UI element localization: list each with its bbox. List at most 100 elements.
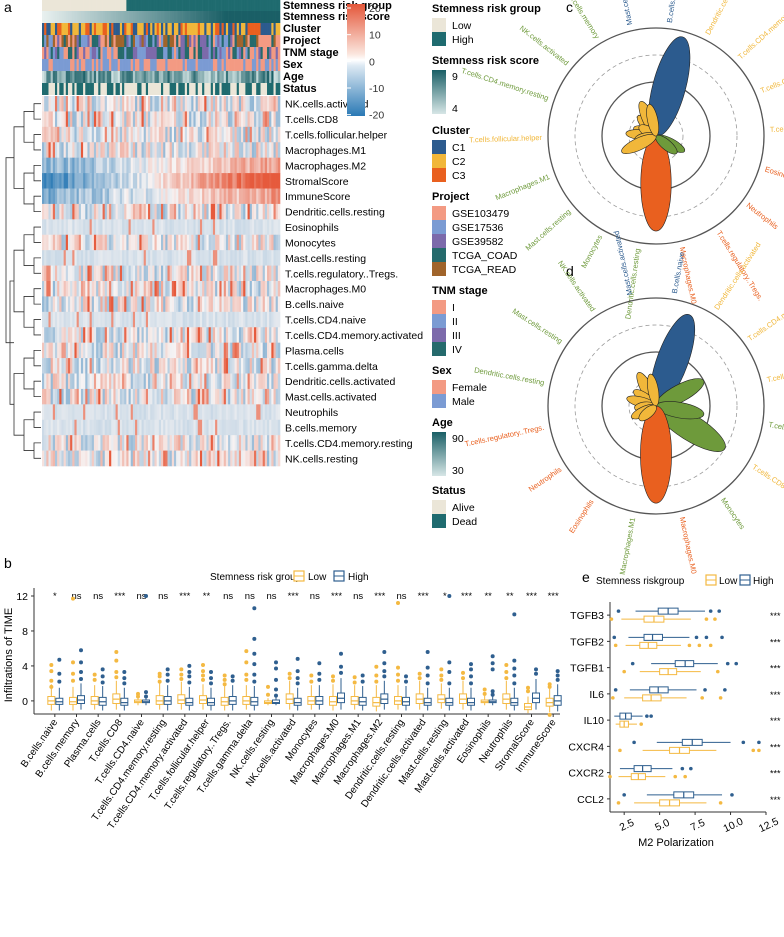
heatmap-cell (89, 373, 93, 390)
heatmap-cell (271, 388, 274, 405)
heatmap-cell (65, 435, 69, 451)
heatmap-cell (167, 265, 170, 282)
heatmap-cell (113, 126, 116, 143)
heatmap-cell (161, 311, 164, 328)
heatmap-cell (275, 311, 279, 328)
annotation-cell (256, 11, 259, 23)
annotation-cell (137, 59, 140, 71)
heatmap-cell (143, 373, 147, 390)
heatmap-cell (243, 126, 246, 143)
heatmap-cell (247, 126, 251, 143)
annotation-cell (152, 35, 155, 47)
heatmap-cell (148, 296, 151, 313)
heatmap-cell (70, 265, 73, 282)
heatmap-cell (163, 173, 166, 189)
heatmap-cell (223, 126, 227, 143)
annotation-cell (210, 0, 214, 11)
annotation-cell (204, 23, 207, 35)
annotation-cell (258, 23, 261, 35)
heatmap-cell (176, 342, 179, 359)
heatmap-cell (93, 142, 97, 158)
heatmap-cell (245, 296, 248, 313)
heatmap-cell (89, 281, 93, 297)
heatmap-cell (254, 188, 257, 205)
heatmap-cell (167, 327, 170, 343)
heatmap-cell (180, 203, 183, 220)
heatmap-cell (258, 281, 261, 297)
heatmap-cell (98, 311, 101, 328)
heatmap-row (42, 173, 281, 189)
heatmap-cell (165, 126, 168, 143)
heatmap-cell (83, 342, 86, 359)
heatmap-cell (102, 327, 106, 343)
heatmap-cell (124, 404, 127, 421)
x-tick-label: 7.5 (689, 817, 707, 834)
heatmap-cell (178, 388, 181, 405)
heatmap-cell (158, 358, 162, 374)
heatmap-cell (117, 342, 121, 359)
annotation-cell (230, 11, 233, 23)
heatmap-cell (232, 281, 235, 297)
heatmap-cell (273, 219, 276, 236)
annotation-cell (215, 59, 218, 71)
heatmap-cell (124, 219, 127, 236)
heatmap-cell (128, 234, 132, 251)
annotation-cell (132, 83, 136, 95)
heatmap-cell (156, 157, 160, 174)
heatmap-cell (98, 342, 101, 359)
box-high (380, 649, 389, 710)
heatmap-cell (87, 342, 90, 359)
heatmap-cell (158, 296, 162, 313)
heatmap-cell (154, 203, 157, 220)
heatmap-cell (42, 203, 45, 220)
heatmap-cell (87, 296, 90, 313)
heatmap-cell (180, 157, 183, 174)
heatmap-cell (158, 388, 162, 405)
heatmap-cell (85, 157, 88, 174)
heatmap-cell (115, 281, 119, 297)
heatmap-cell (163, 265, 166, 282)
heatmap-cell (148, 327, 151, 343)
heatmap-cell (50, 342, 54, 359)
annotation-cell (273, 0, 276, 11)
heatmap-cell (50, 234, 54, 251)
heatmap-cell (219, 373, 222, 390)
heatmap-cell (63, 265, 67, 282)
annotation-cell (223, 83, 227, 95)
heatmap-cell (106, 388, 110, 405)
heatmap-cell (100, 157, 103, 174)
heatmap-cell (208, 281, 212, 297)
heatmap-cell (158, 142, 162, 158)
heatmap-cell (199, 296, 203, 313)
legend-swatch (432, 18, 446, 32)
heatmap-cell (46, 203, 49, 220)
panel-b-boxes: * ns ns *** ns ns *** ** ns ns ns *** ns *** ns *** ns **… (47, 591, 562, 717)
heatmap-cell (44, 111, 47, 128)
annotation-cell (228, 71, 231, 83)
heatmap-cell (184, 281, 188, 297)
heatmap-cell (264, 142, 268, 158)
annotation-cell (219, 23, 222, 35)
heatmap-cell (178, 173, 181, 189)
heatmap-cell (210, 142, 214, 158)
heatmap-cell (126, 450, 129, 467)
heatmap-cell (148, 157, 151, 174)
heatmap-cell (63, 188, 67, 205)
heatmap-cell (234, 126, 238, 143)
radar-axis-label: Macrophages.M1 (618, 517, 637, 576)
heatmap-cell (122, 265, 125, 282)
heatmap-cell (243, 157, 246, 174)
annotation-cell (109, 59, 112, 71)
heatmap-cell (109, 157, 112, 174)
heatmap-cell (113, 142, 116, 158)
annotation-cell (145, 83, 149, 95)
heatmap-cell (191, 311, 194, 328)
heatmap-cell (152, 358, 155, 374)
heatmap-cell (241, 219, 244, 236)
heatmap-cell (59, 435, 62, 451)
annotation-cell (137, 0, 140, 11)
annotation-cell (137, 83, 140, 95)
heatmap-row (42, 419, 281, 436)
heatmap-cell (262, 404, 266, 421)
annotation-cell (204, 83, 207, 95)
